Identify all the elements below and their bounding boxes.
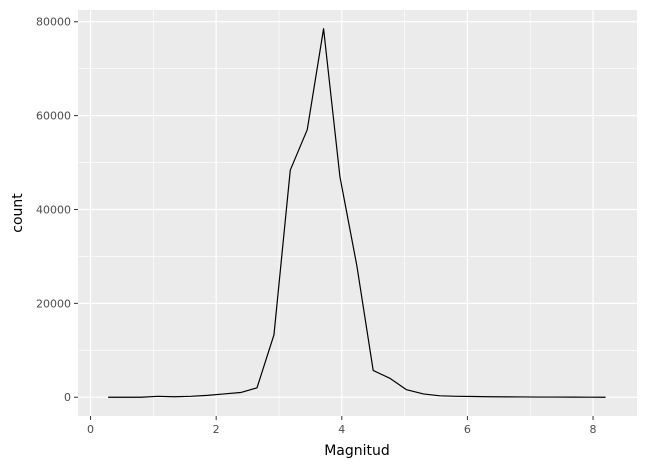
y-tick-label: 40000 <box>36 203 71 216</box>
plot-panel <box>78 10 637 416</box>
y-tick-label: 80000 <box>36 16 71 29</box>
x-tick-label: 8 <box>590 423 597 436</box>
minor-gridlines <box>78 10 637 416</box>
x-axis-title: Magnitud <box>324 443 390 459</box>
x-tick-label: 6 <box>464 423 471 436</box>
y-tick-label: 60000 <box>36 110 71 123</box>
y-tick-label: 0 <box>64 391 71 404</box>
x-tick-label: 2 <box>213 423 220 436</box>
x-tick-layer: 0 2 4 6 8 <box>87 416 597 436</box>
y-tick-label: 20000 <box>36 297 71 310</box>
series-line <box>108 28 606 398</box>
y-axis-title: count <box>10 193 26 233</box>
series-layer <box>108 28 606 398</box>
y-tick-layer: 0 20000 40000 60000 80000 <box>36 16 78 404</box>
x-tick-label: 4 <box>338 423 345 436</box>
x-tick-label: 0 <box>87 423 94 436</box>
